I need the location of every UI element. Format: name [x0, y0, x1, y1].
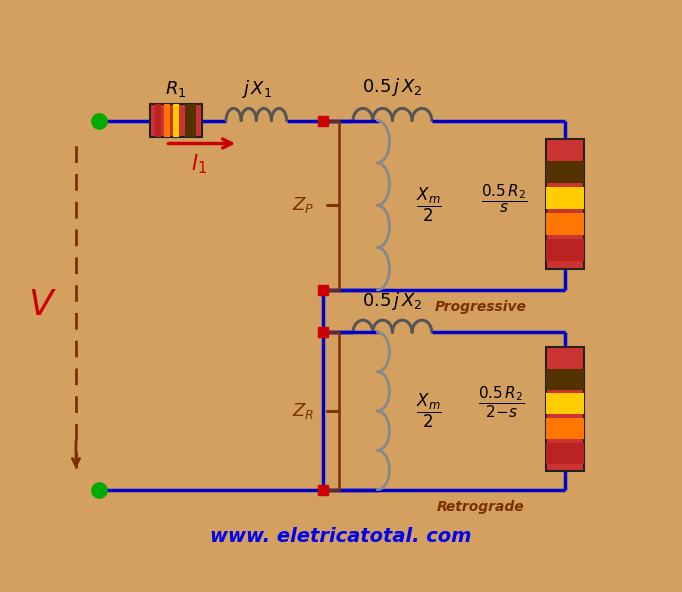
Bar	[150, 104, 202, 137]
Text: Retrograde: Retrograde	[436, 500, 524, 514]
Text: $0.5\,j\,X_2$: $0.5\,j\,X_2$	[362, 76, 423, 98]
Text: $\dfrac{X_m}{2}$: $\dfrac{X_m}{2}$	[416, 392, 442, 430]
Text: $R_1$: $R_1$	[165, 79, 186, 99]
Bar	[173, 104, 179, 137]
Text: $I_1$: $I_1$	[191, 152, 207, 176]
Text: $\dfrac{0.5\,R_2}{s}$: $\dfrac{0.5\,R_2}{s}$	[481, 183, 528, 215]
Text: www. eletricatotal. com: www. eletricatotal. com	[210, 527, 472, 546]
Text: $V$: $V$	[28, 288, 57, 322]
Bar	[546, 239, 584, 261]
Text: $\dfrac{X_m}{2}$: $\dfrac{X_m}{2}$	[416, 186, 442, 224]
Text: $Z_P$: $Z_P$	[293, 195, 314, 215]
Bar	[546, 139, 584, 269]
Bar	[546, 161, 584, 183]
Bar	[546, 187, 584, 209]
Text: $\dfrac{0.5\,R_2}{2\!-\!s}$: $\dfrac{0.5\,R_2}{2\!-\!s}$	[478, 384, 524, 420]
Bar	[185, 104, 196, 137]
Text: Progressive: Progressive	[434, 300, 526, 314]
Bar	[164, 104, 170, 137]
Bar	[546, 443, 584, 464]
Text: $0.5\,j\,X_2$: $0.5\,j\,X_2$	[362, 290, 423, 312]
Bar	[546, 418, 584, 439]
Bar	[546, 213, 584, 235]
Bar	[546, 369, 584, 390]
Bar	[546, 348, 584, 471]
Text: $j\,X_1$: $j\,X_1$	[241, 78, 272, 100]
Bar	[155, 104, 161, 137]
Text: $Z_R$: $Z_R$	[293, 401, 314, 421]
Bar	[546, 393, 584, 414]
